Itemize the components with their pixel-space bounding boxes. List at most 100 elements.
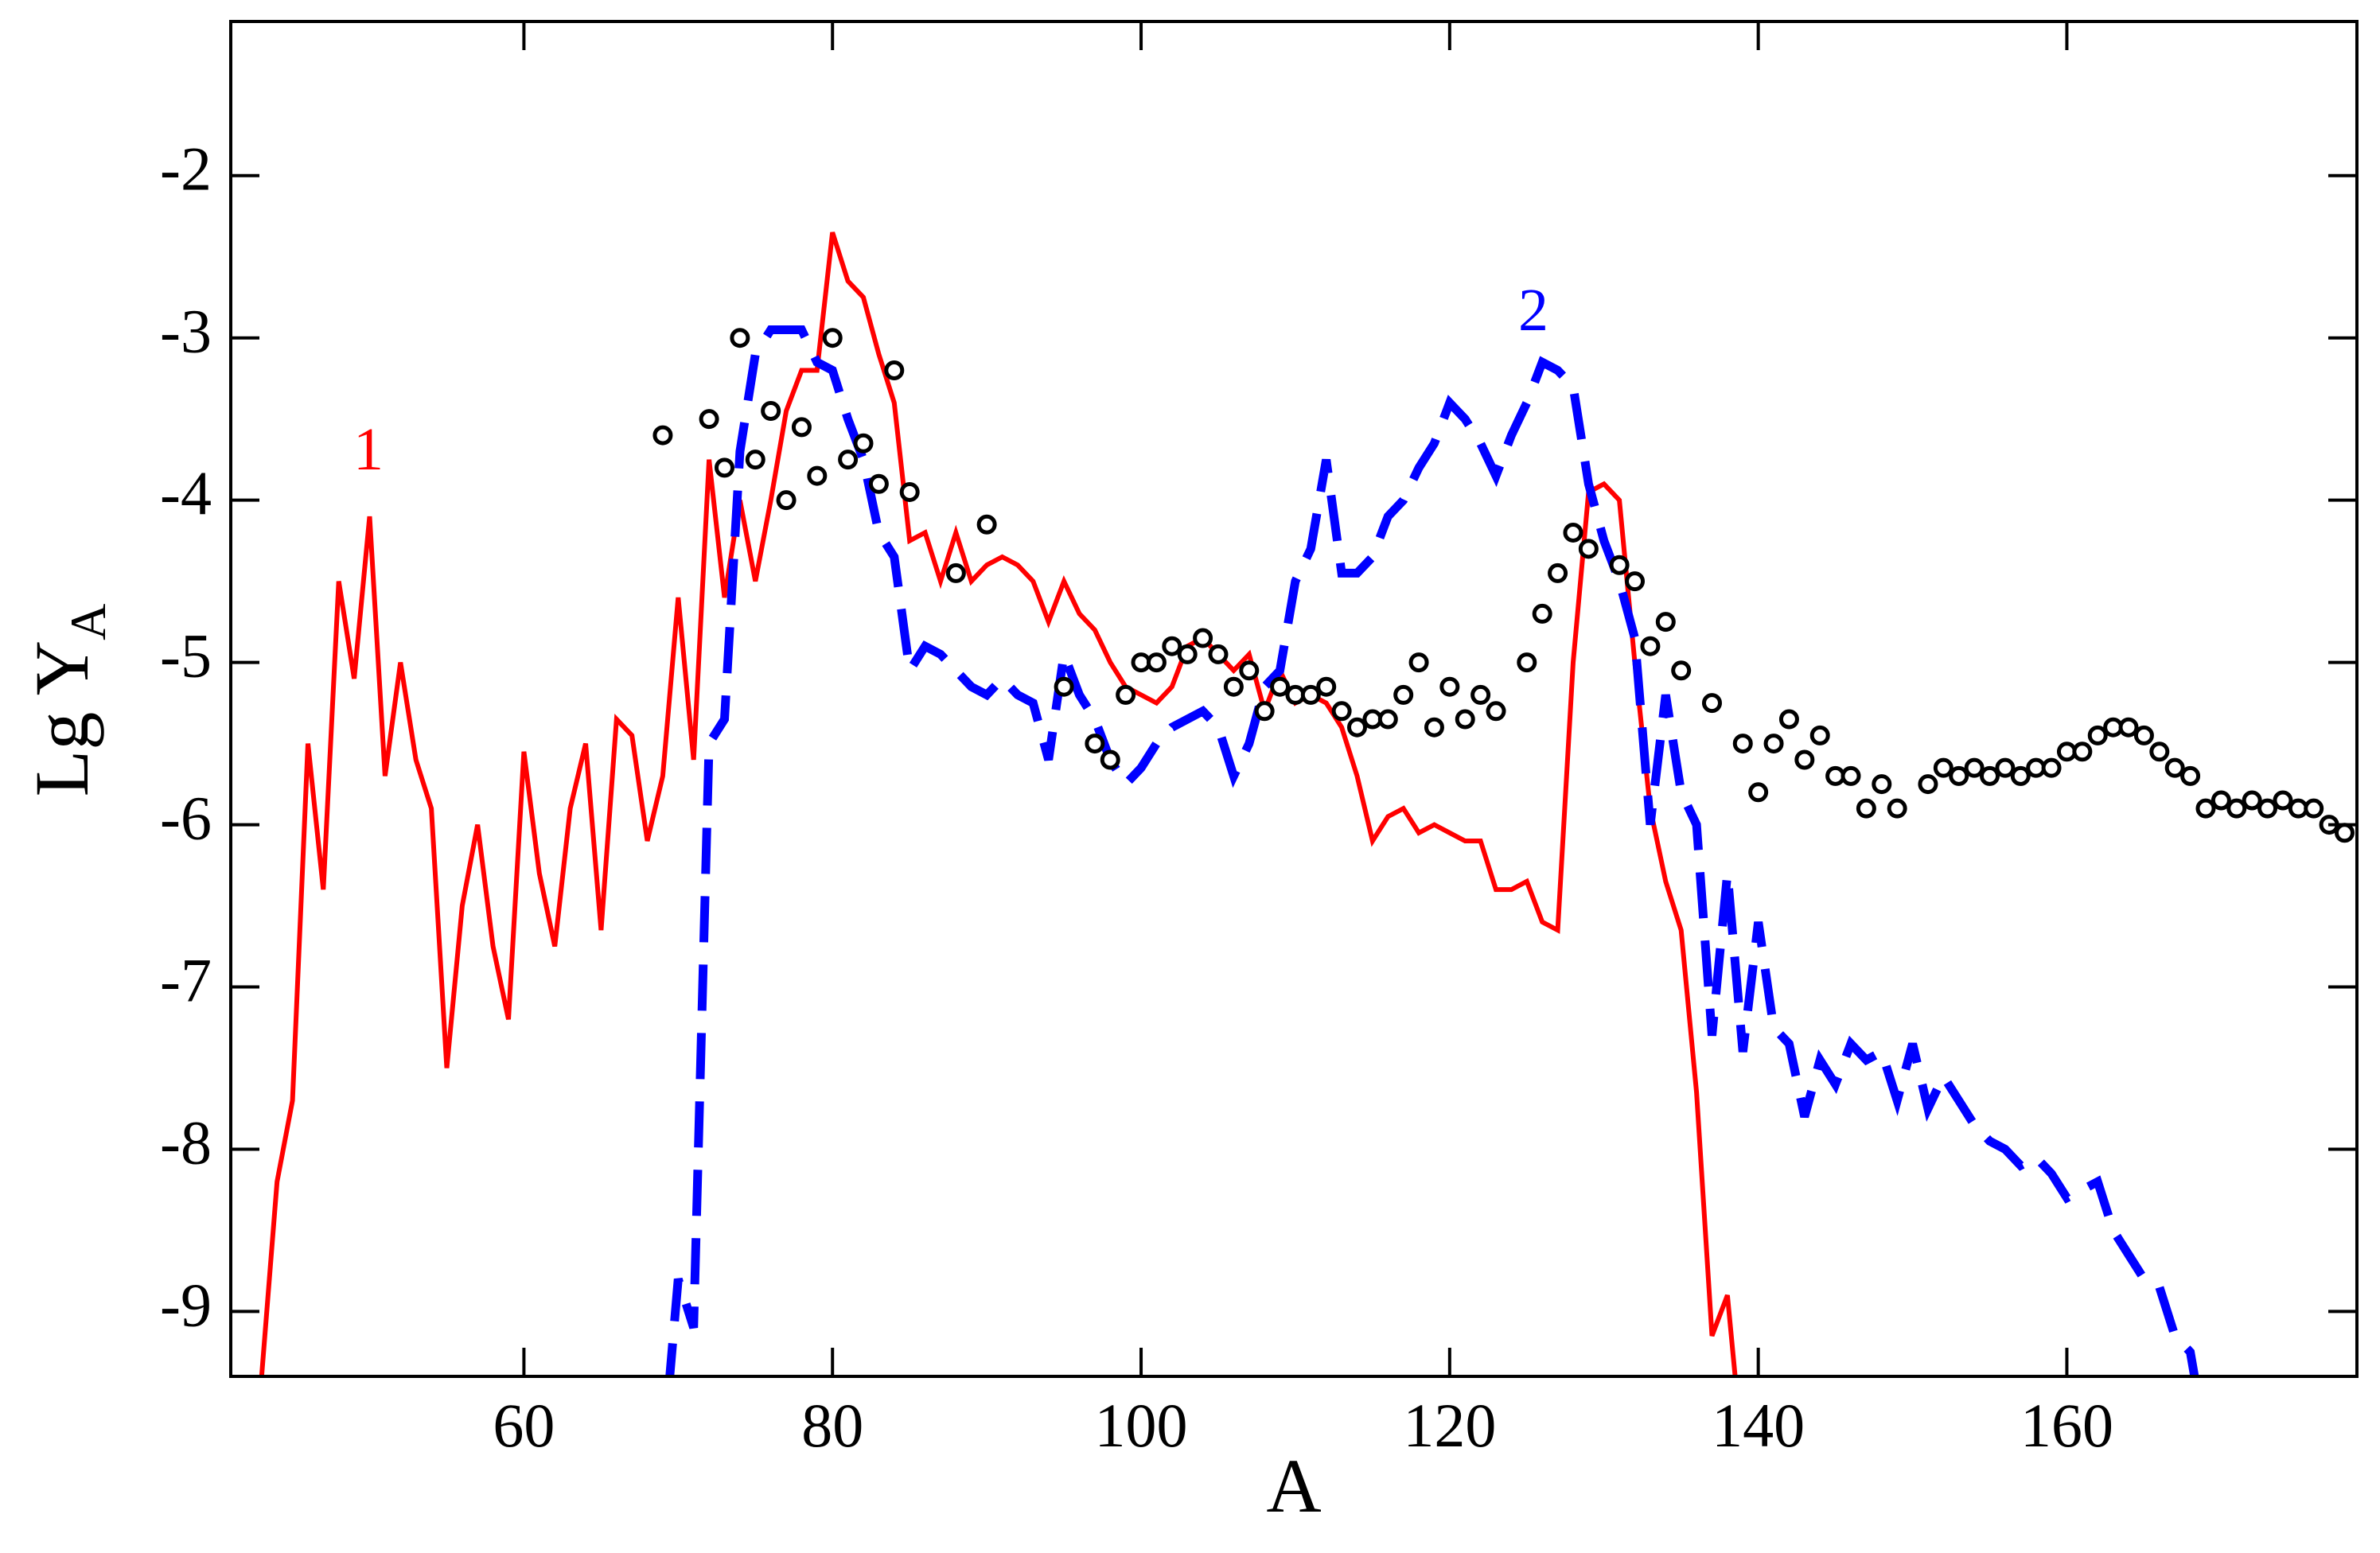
data-point — [1918, 774, 1938, 795]
data-point — [2133, 725, 2154, 745]
data-point — [2010, 765, 2031, 786]
data-point — [2304, 798, 2324, 819]
data-point — [2257, 798, 2278, 819]
data-point — [1239, 660, 1260, 681]
data-point — [1964, 757, 1985, 778]
data-point — [1316, 676, 1337, 697]
data-point — [1100, 749, 1120, 770]
series-line — [259, 232, 1738, 1376]
data-point — [2334, 823, 2355, 843]
data-point — [1548, 562, 1568, 583]
y-tick-label: -7 — [160, 945, 212, 1014]
data-point — [1223, 676, 1244, 697]
data-point — [899, 481, 920, 502]
data-point — [699, 409, 719, 430]
y-axis-label-sub: A — [60, 604, 116, 640]
x-tick-label: 140 — [1712, 1391, 1805, 1460]
data-point — [1455, 709, 1475, 730]
y-tick-label: -9 — [160, 1270, 212, 1339]
data-point — [1208, 644, 1229, 664]
data-point — [1671, 660, 1692, 681]
data-point — [868, 473, 889, 494]
series-annotation: 2 — [1518, 277, 1548, 344]
data-point — [1872, 774, 1892, 795]
data-point — [791, 417, 812, 438]
data-point — [1841, 765, 1861, 786]
data-point — [1763, 734, 1784, 754]
data-point — [1887, 798, 1907, 819]
data-point — [1794, 749, 1815, 770]
y-tick-label: -3 — [160, 297, 212, 366]
data-point — [1439, 676, 1460, 697]
data-point — [1640, 636, 1661, 656]
data-point — [1995, 757, 2016, 778]
data-point — [2242, 790, 2262, 811]
data-point — [976, 514, 997, 535]
data-point — [1933, 757, 1953, 778]
data-point — [2118, 717, 2139, 738]
data-point — [2211, 790, 2231, 811]
data-point — [838, 450, 859, 470]
data-point — [2149, 741, 2170, 762]
data-point — [1177, 644, 1198, 664]
data-point — [652, 425, 673, 446]
data-point — [1146, 652, 1167, 673]
y-axis-label: Lg YA — [19, 604, 116, 797]
data-point — [884, 360, 905, 380]
data-point — [822, 328, 843, 348]
data-point — [2226, 798, 2247, 819]
data-point — [1408, 652, 1429, 673]
data-point — [1486, 701, 1506, 722]
x-tick-label: 120 — [1403, 1391, 1496, 1460]
plot-area — [259, 232, 2355, 1376]
series-annotation: 1 — [353, 416, 384, 483]
data-point — [807, 465, 828, 486]
data-point — [945, 562, 966, 583]
y-tick-label: -6 — [160, 783, 212, 852]
data-point — [776, 490, 797, 511]
data-point — [1609, 555, 1630, 575]
x-tick-label: 160 — [2020, 1391, 2113, 1460]
x-tick-label: 100 — [1095, 1391, 1188, 1460]
x-tick-label: 60 — [493, 1391, 555, 1460]
y-tick-label: -4 — [160, 459, 212, 528]
data-point — [2041, 757, 2062, 778]
data-point — [1563, 522, 1583, 543]
data-point — [1116, 684, 1136, 705]
data-point — [1732, 734, 1753, 754]
series-line — [665, 325, 2199, 1376]
data-point — [1054, 676, 1074, 697]
data-point — [1254, 701, 1275, 722]
data-point — [2087, 725, 2108, 745]
data-point — [1347, 717, 1368, 738]
data-point — [1778, 709, 1799, 730]
data-point — [1270, 676, 1291, 697]
x-tick-label: 80 — [801, 1391, 863, 1460]
data-point — [2273, 790, 2293, 811]
x-axis-label: A — [1266, 1443, 1321, 1528]
plot-frame — [229, 20, 2359, 1378]
y-axis-label-main: Lg Y — [19, 640, 104, 796]
data-point — [1578, 539, 1599, 559]
data-point — [2164, 757, 2185, 778]
data-point — [1625, 571, 1646, 592]
data-point — [730, 328, 750, 348]
data-point — [2195, 798, 2216, 819]
data-point — [853, 433, 874, 453]
data-point — [1377, 709, 1398, 730]
data-point — [2072, 741, 2093, 762]
data-point — [2180, 765, 2201, 786]
data-point — [1701, 693, 1722, 714]
data-point — [1393, 684, 1414, 705]
data-point — [1300, 684, 1321, 705]
data-point — [1980, 765, 2000, 786]
data-point — [1162, 636, 1182, 656]
data-point — [1085, 734, 1105, 754]
data-point — [1949, 765, 1969, 786]
data-point — [745, 450, 765, 470]
data-point — [1532, 603, 1552, 624]
data-point — [761, 400, 781, 421]
y-tick-label: -2 — [160, 134, 212, 204]
data-point — [1193, 628, 1213, 648]
